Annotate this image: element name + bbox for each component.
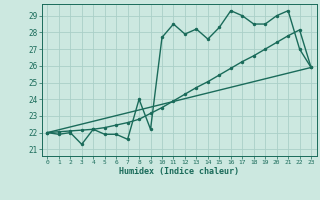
X-axis label: Humidex (Indice chaleur): Humidex (Indice chaleur) [119, 167, 239, 176]
